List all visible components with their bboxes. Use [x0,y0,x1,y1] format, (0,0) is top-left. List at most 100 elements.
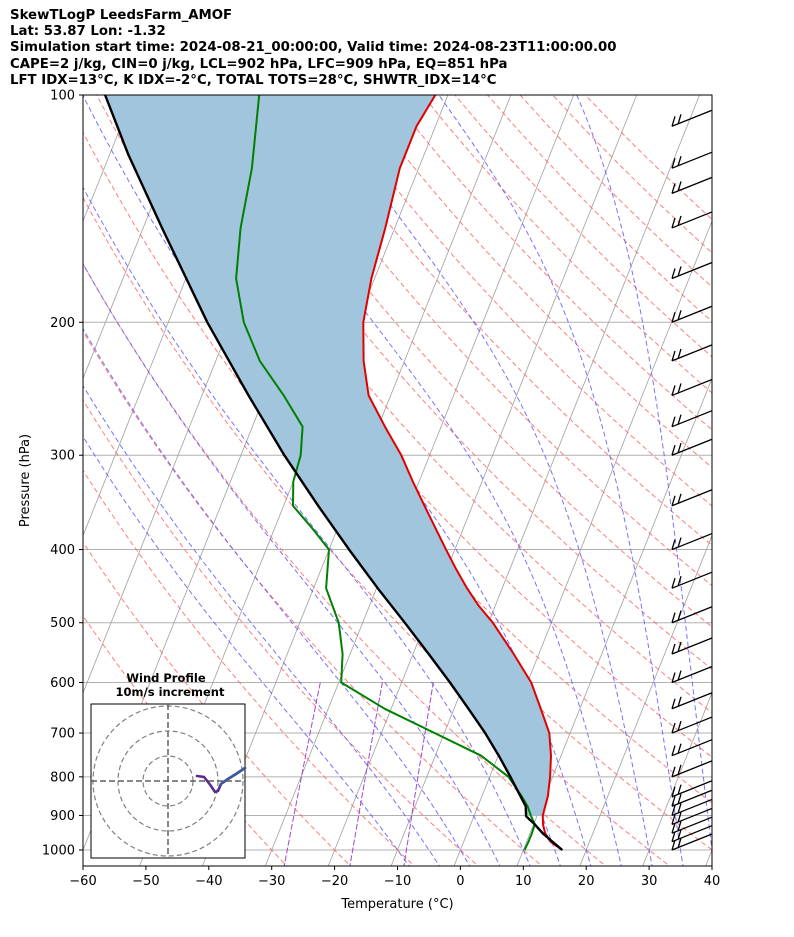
isotherm-line [0,88,10,869]
wind-barb [671,833,713,851]
x-tick-label: 40 [704,874,721,889]
title-line: SkewTLogP LeedsFarm_AMOF [10,8,233,23]
y-tick-label: 1000 [42,844,75,859]
x-tick-label: −10 [384,874,411,889]
dry-adiabat [83,399,479,866]
moist-adiabat [438,95,684,866]
moist-adiabat [139,95,592,866]
wind-barb [671,489,713,507]
dry-adiabat [519,95,712,288]
wind-barb [671,789,713,807]
y-tick-label: 300 [50,449,75,464]
x-tick-label: −50 [132,874,159,889]
wind-barb [671,825,713,843]
isotherm-line [264,95,575,866]
wind-barb [671,211,713,229]
wind-barb [671,344,713,362]
moist-adiabat [83,435,410,866]
plot-area [0,88,712,869]
dry-adiabat [226,95,712,628]
wind-barb [671,261,713,280]
wind-barb [671,739,713,757]
dry-adiabat [193,95,712,670]
isotherm-line [579,534,712,866]
dewpoint-profile [235,95,536,851]
indices-line: LFT IDX=13°C, K IDX=-2°C, TOTAL TOTS=28°… [10,72,497,88]
wind-barb [671,780,713,798]
dry-adiabat [422,95,712,394]
wind-barb [671,798,713,817]
wind-barb [671,606,713,624]
moist-adiabat [83,262,501,866]
x-axis-label: Temperature (°C) [340,897,453,912]
y-tick-label: 800 [50,770,75,785]
x-tick-label: −40 [195,874,222,889]
dry-adiabat [83,262,607,866]
parcel-profile [103,95,564,851]
wind-barb [671,532,713,551]
moist-adiabat [83,327,471,866]
hodograph-trace-upper [219,766,247,786]
hodograph-title: Wind Profile [126,671,206,685]
x-tick-label: 0 [456,874,464,889]
location-line: Lat: 53.87 Lon: -1.32 [10,24,166,40]
wind-barb [671,151,713,169]
chart-header: SkewTLogP LeedsFarm_AMOF Lat: 53.87 Lon:… [10,8,617,89]
dry-adiabat [83,469,416,866]
isotherm-line [390,95,700,866]
wind-barb [671,760,713,778]
isotherm-line [83,95,134,223]
time-line: Simulation start time: 2024-08-21_00:00:… [10,40,617,56]
isotherm-line [516,377,712,866]
isotherm-line [83,95,197,380]
y-tick-label: 900 [50,809,75,824]
wind-barb [671,807,713,826]
mixing-ratio-line [283,682,321,866]
cape-shading [105,95,551,816]
y-tick-label: 700 [50,727,75,742]
dry-adiabat [83,196,671,866]
wind-barb [671,692,713,710]
wind-barb [671,109,713,127]
dry-adiabat [83,330,543,866]
y-tick-label: 400 [50,543,75,558]
x-tick-label: 30 [641,874,658,889]
x-tick-label: −20 [321,874,348,889]
moist-adiabat [576,95,712,855]
wind-barb [671,378,713,397]
dry-adiabat [161,95,712,714]
y-tick-label: 500 [50,616,75,631]
wind-barb [671,410,713,428]
hodograph-subtitle: 10m/s increment [116,685,225,699]
wind-barb [671,571,713,589]
isotherm-line [705,849,712,866]
isotherm-line [642,691,712,866]
wind-barb [671,716,713,734]
y-tick-label: 100 [50,89,75,104]
y-tick-label: 200 [50,316,75,331]
dry-adiabat [83,541,352,866]
x-tick-label: 20 [578,874,595,889]
y-axis-label: Pressure (hPa) [18,434,33,527]
x-tick-label: −60 [69,874,96,889]
moist-adiabat [83,384,441,866]
wind-barb [671,176,713,195]
cape-line: CAPE=2 j/kg, CIN=0 j/kg, LCL=902 hPa, LF… [10,56,508,72]
wind-barb [671,438,713,456]
wind-barb [671,637,713,655]
y-tick-label: 600 [50,676,75,691]
x-tick-label: 10 [515,874,532,889]
dry-adiabat [259,95,712,587]
mixing-ratio-line [403,682,434,866]
moist-adiabat [213,95,622,866]
x-tick-label: −30 [258,874,285,889]
isotherm-line [0,88,73,869]
wind-barb [671,305,713,323]
temperature-profile [362,95,563,851]
moist-adiabat [310,95,653,866]
wind-barb [671,665,713,684]
dry-adiabat [291,95,712,547]
dry-adiabat [324,95,712,507]
